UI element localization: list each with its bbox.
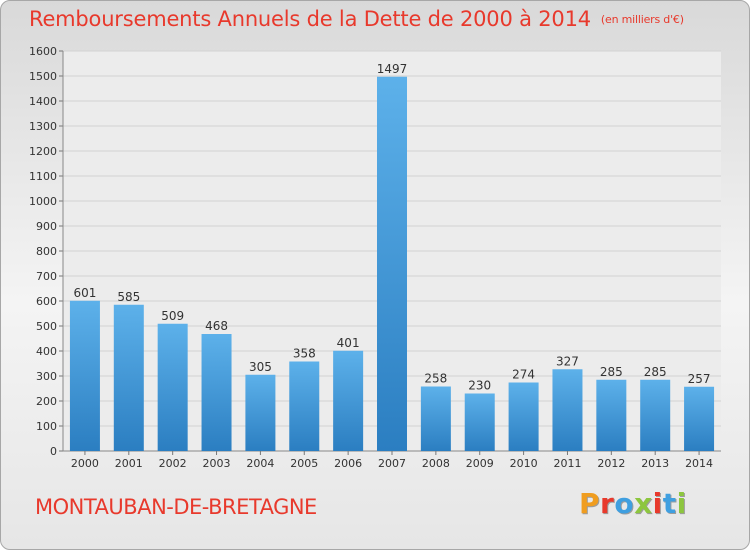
bar-2013 [640,379,671,451]
data-label: 258 [424,372,447,386]
bar-2008 [420,386,451,451]
data-label: 305 [249,360,272,374]
chart-title-text: Remboursements Annuels de la Dette de 20… [29,7,591,31]
logo-letter: x [634,487,653,520]
data-label: 585 [117,290,140,304]
x-tick-label: 2007 [378,457,406,470]
y-tick-label: 1500 [29,70,57,83]
y-tick-label: 0 [50,445,57,458]
data-label: 274 [512,368,535,382]
chart-title: Remboursements Annuels de la Dette de 20… [29,7,684,31]
x-tick-label: 2005 [290,457,318,470]
x-tick-label: 2008 [422,457,450,470]
data-label: 468 [205,319,228,333]
x-tick-label: 2003 [203,457,231,470]
bar-2005 [289,361,320,451]
bar-2007 [377,76,407,451]
x-tick-label: 2001 [115,457,143,470]
data-label: 285 [644,365,667,379]
logo-letter: o [614,487,635,520]
y-tick-label: 1100 [29,170,57,183]
data-label: 230 [468,379,491,393]
bar-2004 [245,374,276,451]
x-tick-label: 2004 [246,457,274,470]
bar-2009 [464,393,495,451]
logo-letter: i [676,487,687,520]
y-tick-label: 1300 [29,120,57,133]
bar-2012 [596,379,627,451]
x-tick-label: 2011 [553,457,581,470]
x-tick-label: 2012 [597,457,625,470]
y-tick-label: 900 [36,220,57,233]
y-tick-label: 1400 [29,95,57,108]
bar-2000 [69,300,100,451]
proxiti-logo: Proxiti [579,487,687,520]
bar-2002 [157,323,188,451]
y-tick-label: 800 [36,245,57,258]
x-tick-label: 2014 [685,457,713,470]
x-tick-label: 2006 [334,457,362,470]
y-tick-label: 300 [36,370,57,383]
data-label: 401 [337,336,360,350]
commune-name: MONTAUBAN-DE-BRETAGNE [35,495,317,519]
bar-2001 [113,304,144,451]
data-label: 601 [73,286,96,300]
y-tick-label: 1600 [29,45,57,58]
x-tick-label: 2013 [641,457,669,470]
x-tick-label: 2009 [466,457,494,470]
data-label: 285 [600,365,623,379]
y-tick-label: 500 [36,320,57,333]
y-tick-label: 1000 [29,195,57,208]
logo-letter: i [652,487,663,520]
bar-2010 [508,382,539,451]
bar-2011 [552,369,583,451]
x-tick-label: 2002 [159,457,187,470]
y-tick-label: 700 [36,270,57,283]
logo-letter: r [600,487,615,520]
y-tick-label: 100 [36,420,57,433]
data-label: 327 [556,354,579,368]
logo-letter: P [579,487,601,520]
data-label: 257 [688,372,711,386]
x-tick-label: 2010 [510,457,538,470]
bar-2006 [333,350,364,451]
data-label: 1497 [377,62,408,76]
x-tick-label: 2000 [71,457,99,470]
y-tick-label: 600 [36,295,57,308]
y-tick-label: 1200 [29,145,57,158]
bar-2003 [201,334,232,451]
data-label: 358 [293,347,316,361]
data-label: 509 [161,309,184,323]
y-tick-label: 400 [36,345,57,358]
y-tick-label: 200 [36,395,57,408]
logo-letter: t [662,487,677,520]
bar-2014 [684,386,715,451]
chart-unit: (en milliers d'€) [600,13,684,26]
